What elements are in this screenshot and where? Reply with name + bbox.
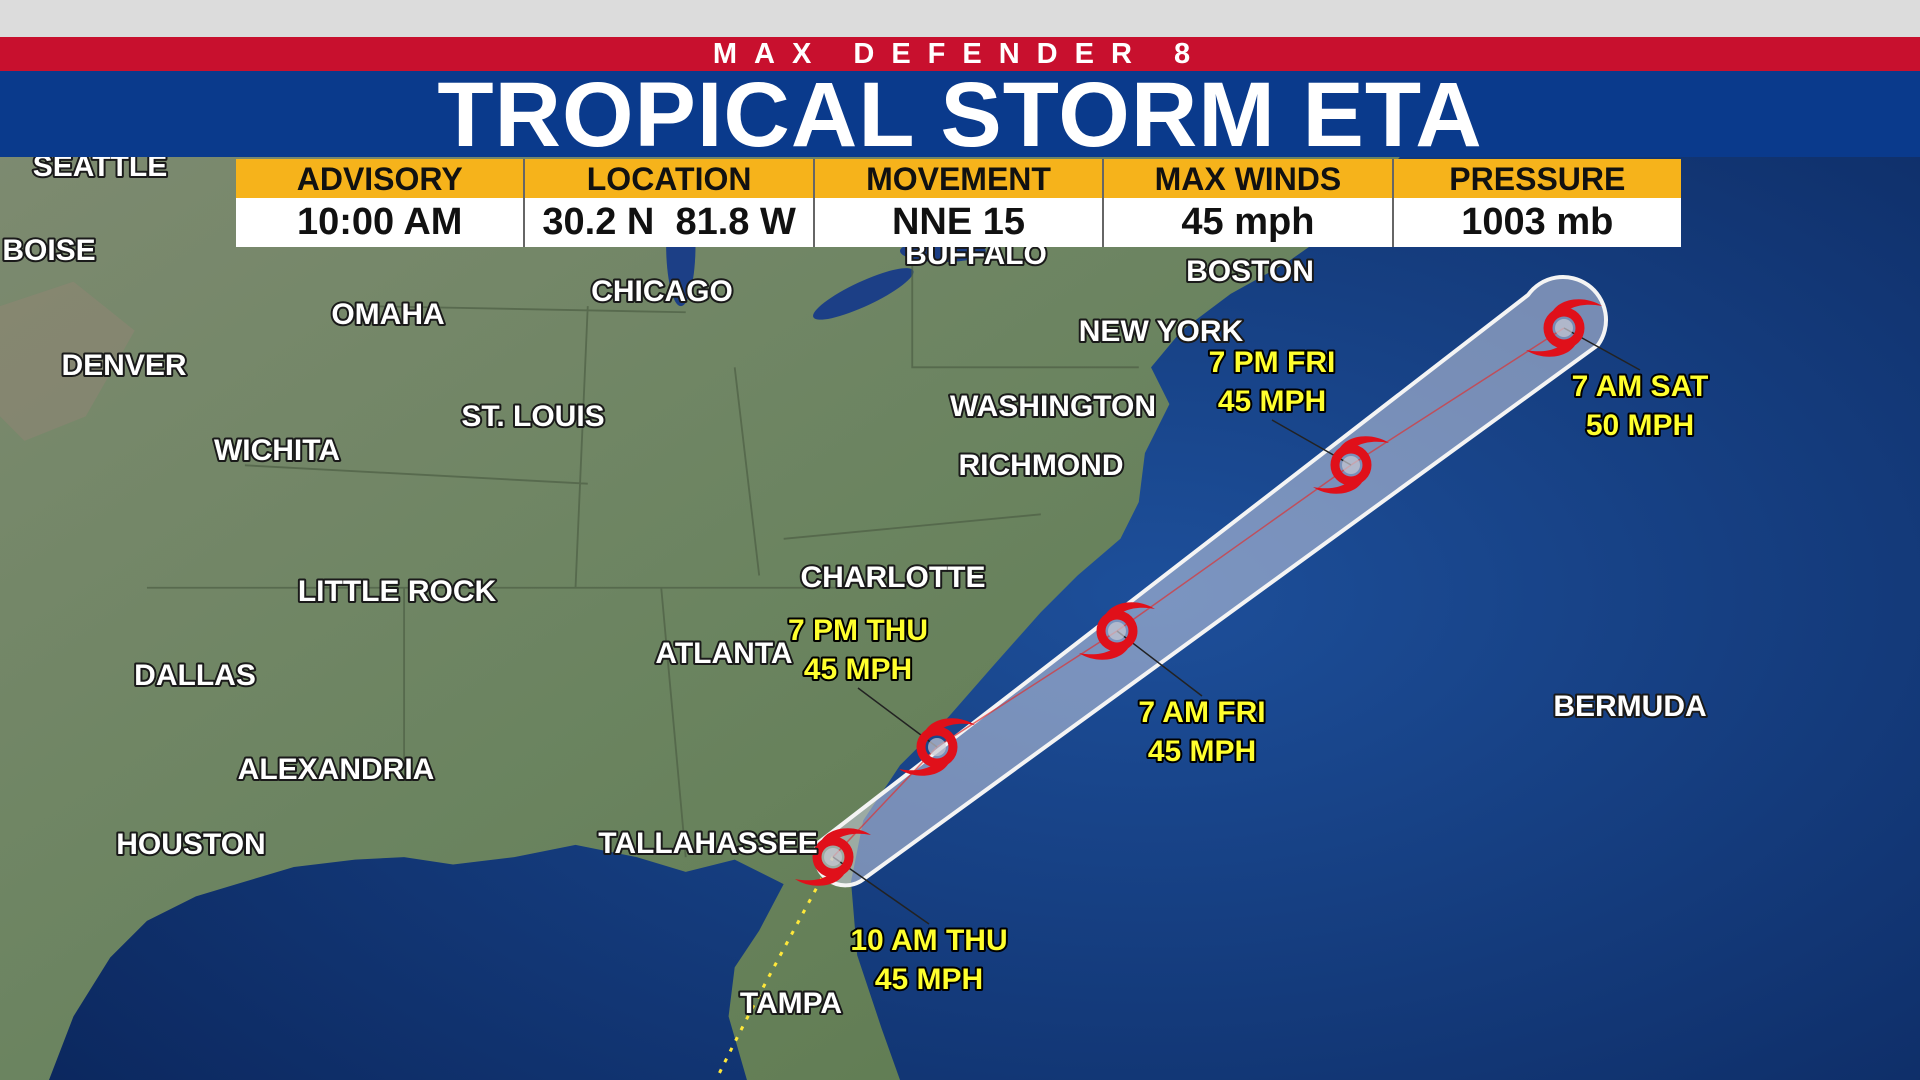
land-group: [0, 146, 1409, 1080]
city-label: HOUSTON: [116, 828, 265, 861]
forecast-wind: 45 MPH: [804, 653, 912, 686]
info-column: LOCATION 30.2 N 81.8 W: [525, 159, 815, 247]
city-label: OMAHA: [331, 298, 444, 331]
top-bar: [0, 0, 1920, 37]
network-bar: MAX DEFENDER 8: [0, 37, 1920, 71]
city-label: ATLANTA: [655, 637, 792, 670]
info-value: 30.2 N 81.8 W: [525, 198, 813, 247]
info-column: ADVISORY 10:00 AM: [236, 159, 526, 247]
info-value: 1003 mb: [1393, 198, 1682, 247]
city-label: DENVER: [61, 349, 186, 382]
city-label: NEW YORK: [1079, 315, 1244, 348]
forecast-time: 7 PM FRI: [1209, 346, 1336, 379]
forecast-time: 10 AM THU: [850, 924, 1007, 957]
city-label: ST. LOUIS: [461, 400, 604, 433]
info-column: MOVEMENT NNE 15: [814, 159, 1105, 247]
forecast-wind: 45 MPH: [875, 963, 983, 996]
city-label: ALEXANDRIA: [238, 753, 435, 786]
city-label: WASHINGTON: [950, 390, 1156, 423]
city-label: BOISE: [2, 234, 95, 267]
info-value: NNE 15: [814, 198, 1103, 247]
info-header: ADVISORY: [236, 159, 524, 198]
forecast-time: 7 AM FRI: [1138, 696, 1265, 729]
info-header: PRESSURE: [1393, 159, 1682, 198]
info-value: 10:00 AM: [236, 198, 524, 247]
info-column: MAX WINDS 45 mph: [1104, 159, 1394, 247]
city-label: DALLAS: [134, 659, 256, 692]
labels: SEATTLEBOISEOMAHACHICAGOBUFFALOBOSTONNEW…: [0, 148, 1710, 1022]
city-label: BERMUDA: [1553, 690, 1706, 723]
info-table: ADVISORY 10:00 AM LOCATION 30.2 N 81.8 W MOV…: [236, 159, 1682, 247]
forecast-time: 7 PM THU: [788, 614, 928, 647]
lake-erie: [813, 268, 914, 320]
title-bar: TROPICAL STORM ETA: [0, 69, 1920, 161]
city-label: TALLAHASSEE: [598, 827, 817, 860]
city-label: RICHMOND: [959, 449, 1124, 482]
forecast-time: 7 AM SAT: [1572, 370, 1709, 403]
info-value: 45 mph: [1104, 198, 1392, 247]
city-label: WICHITA: [214, 434, 340, 467]
mountains: [0, 281, 135, 441]
city-label: TAMPA: [740, 987, 842, 1020]
city-label: BOSTON: [1186, 255, 1314, 288]
forecast-wind: 50 MPH: [1586, 409, 1694, 442]
info-header: MOVEMENT: [814, 159, 1103, 198]
land: [0, 146, 1409, 1080]
forecast-wind: 45 MPH: [1148, 735, 1256, 768]
info-column: PRESSURE 1003 mb: [1393, 159, 1682, 247]
forecast-wind: 45 MPH: [1218, 385, 1326, 418]
city-label: CHICAGO: [591, 275, 733, 308]
info-header: MAX WINDS: [1104, 159, 1392, 198]
city-label: CHARLOTTE: [801, 561, 986, 594]
state-borders: [146, 244, 1139, 858]
city-label: LITTLE ROCK: [298, 575, 497, 608]
info-header: LOCATION: [525, 159, 813, 198]
